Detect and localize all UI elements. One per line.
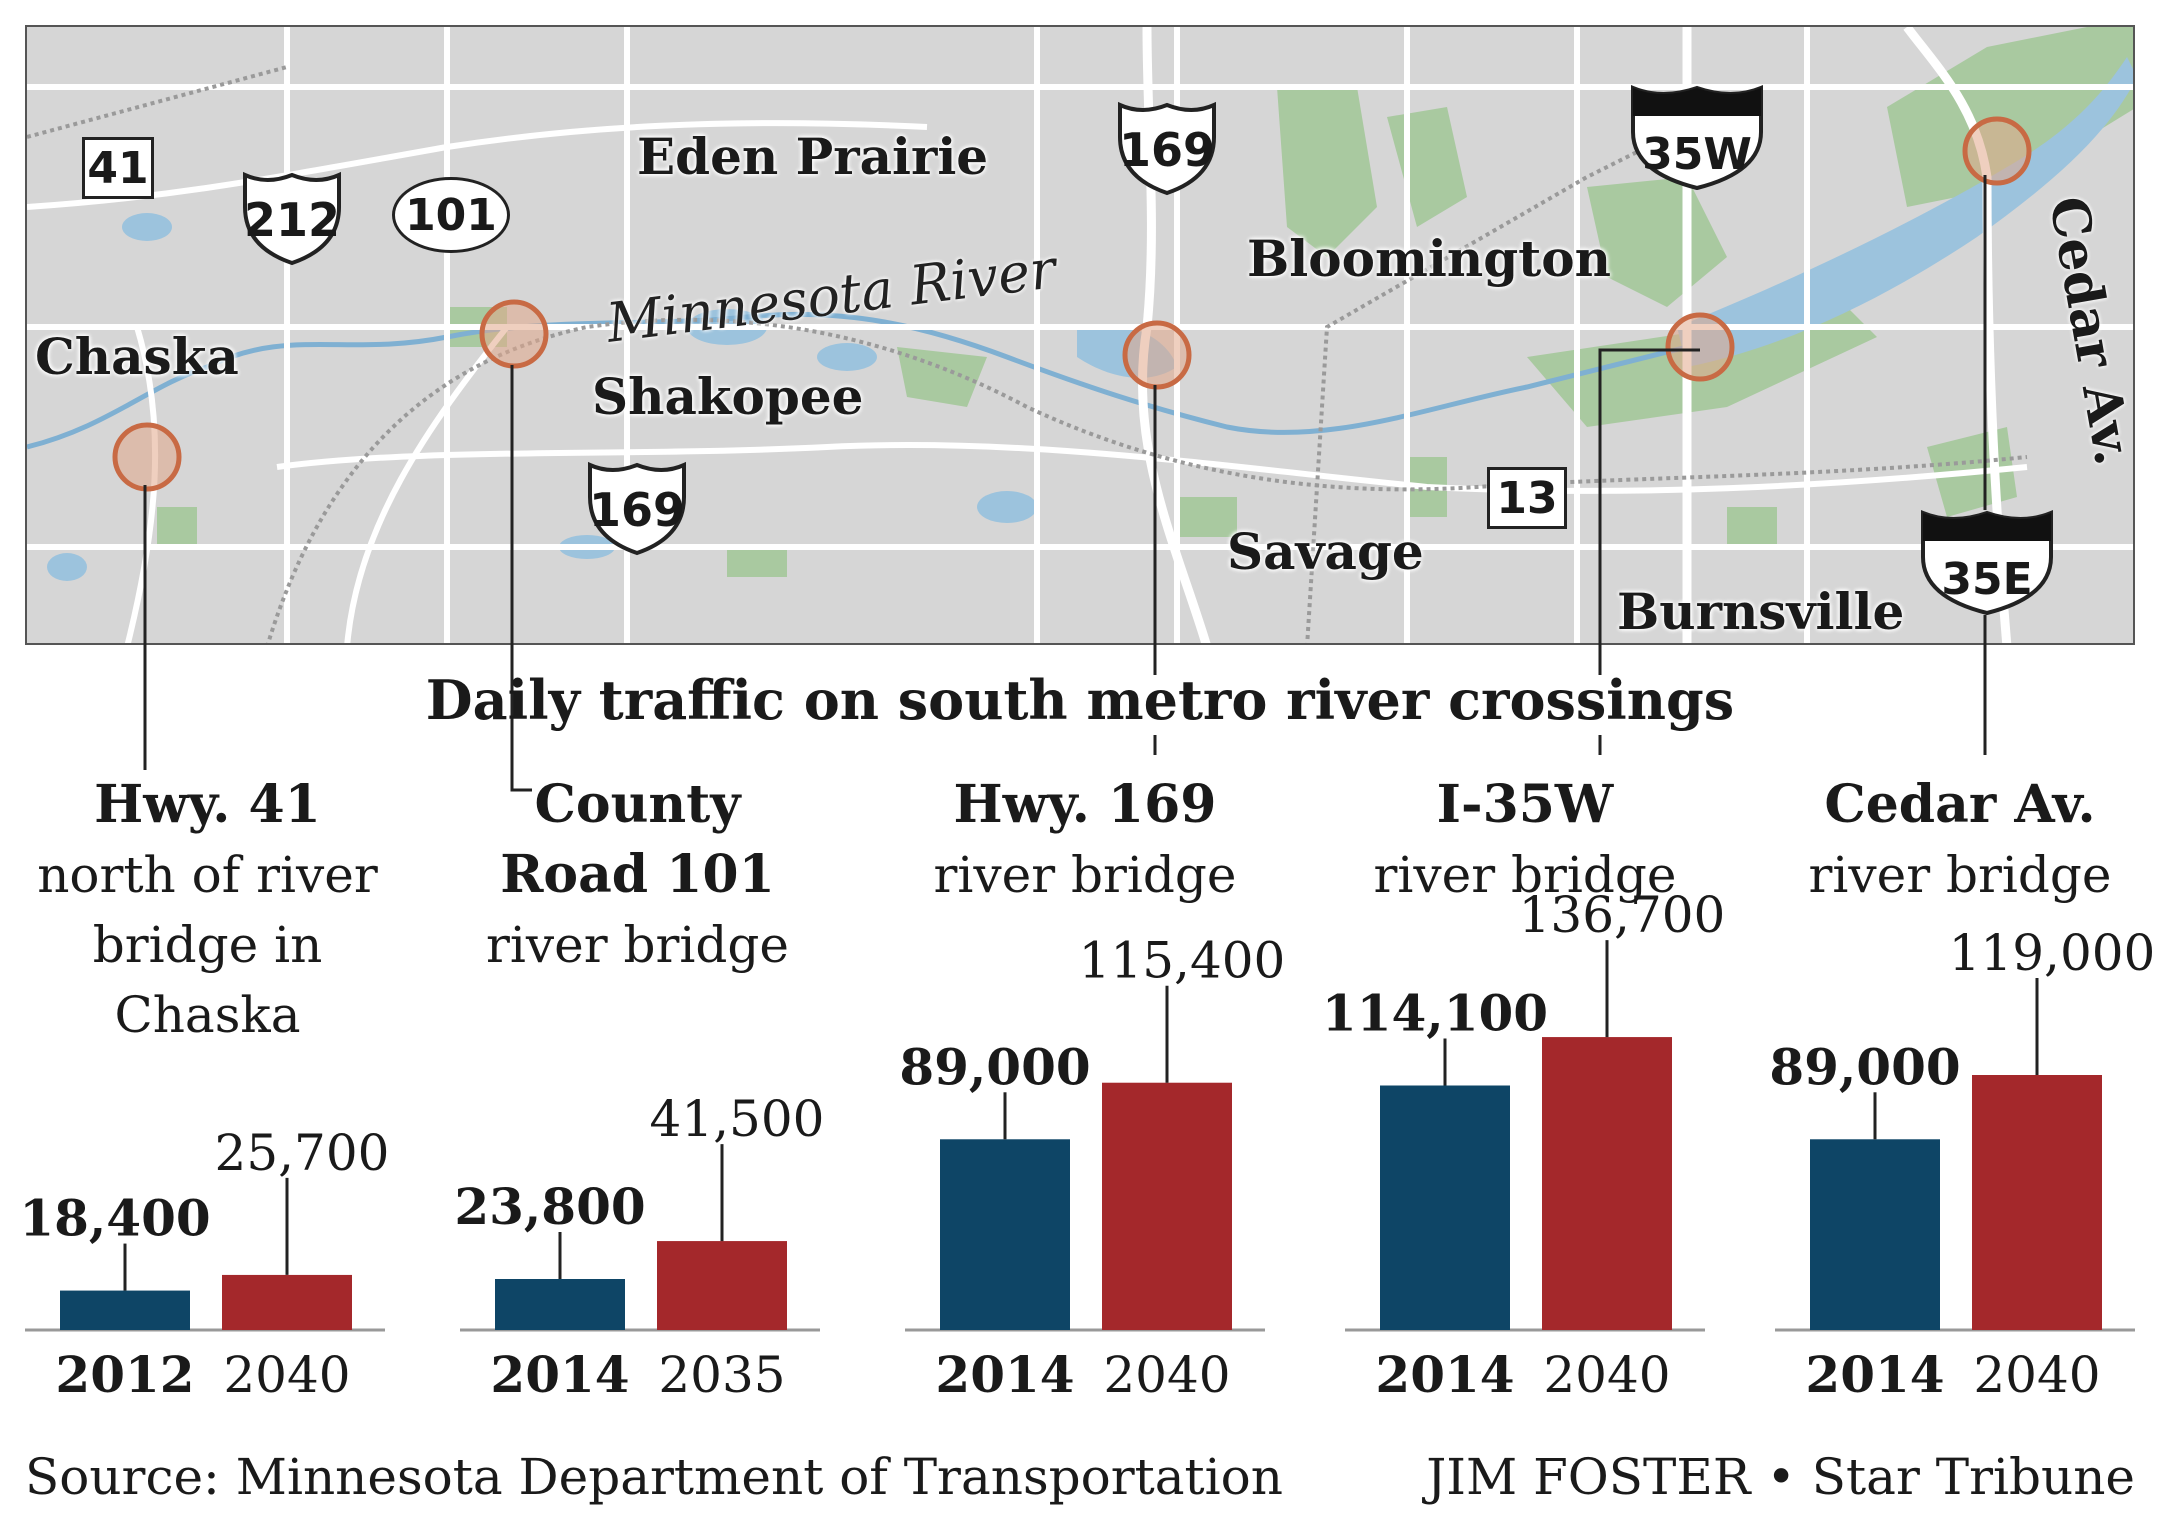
crossing-label-i35w: I-35W river bridge (1330, 770, 1720, 910)
crossing-name: County Road 101 (500, 774, 775, 905)
bar (657, 1241, 787, 1330)
marker-hwy169 (1122, 320, 1192, 390)
year-label: 2040 (1973, 1346, 2100, 1404)
value-label: 119,000 (1949, 924, 2156, 982)
crossing-desc: north of river bridge in Chaska (37, 846, 378, 1044)
year-label: 2035 (658, 1346, 785, 1404)
place-burnsville: Burnsville (1617, 582, 1905, 641)
crossing-label-hwy41: Hwy. 41 north of river bridge in Chaska (15, 770, 400, 1050)
value-label: 25,700 (215, 1124, 390, 1182)
bar (1810, 1139, 1940, 1330)
place-shakopee: Shakopee (592, 367, 864, 426)
rail-lines (27, 65, 2028, 643)
bar (1102, 1082, 1232, 1330)
credit-line: JIM FOSTER • Star Tribune (1426, 1448, 2135, 1506)
bar (1972, 1075, 2102, 1330)
hwy-13-shield: 13 (1487, 467, 1567, 529)
marker-cr101 (479, 299, 549, 369)
i-35w-shield: 35W (1627, 82, 1767, 192)
crossing-label-cr101: County Road 101 river bridge (450, 770, 825, 980)
year-label: 2014 (935, 1345, 1074, 1404)
marker-cedar (1962, 116, 2032, 186)
value-label: 18,400 (19, 1189, 210, 1248)
bar (60, 1290, 190, 1330)
leader-i35w (1598, 348, 1700, 755)
crossing-desc: river bridge (485, 916, 790, 974)
crossing-label-hwy169: Hwy. 169 river bridge (890, 770, 1280, 910)
us-212-shield: 212 (237, 167, 347, 267)
place-eden-prairie: Eden Prairie (637, 127, 989, 186)
crossing-desc: river bridge (1808, 846, 2112, 904)
marker-i35w (1665, 312, 1735, 382)
bar (1380, 1085, 1510, 1330)
year-label: 2040 (223, 1346, 350, 1404)
value-label: 114,100 (1322, 984, 1548, 1043)
crossing-name: I-35W (1436, 774, 1614, 835)
marker-hwy41 (112, 422, 182, 492)
value-label: 89,000 (899, 1037, 1090, 1096)
year-label: 2040 (1103, 1346, 1230, 1404)
year-label: 2014 (1375, 1345, 1514, 1404)
value-label: 115,400 (1079, 932, 1286, 990)
value-label: 136,700 (1519, 886, 1726, 944)
value-label: 23,800 (454, 1177, 645, 1236)
bar (222, 1274, 352, 1330)
place-chaska: Chaska (35, 327, 239, 386)
minnesota-river (27, 311, 1688, 450)
chart-title: Daily traffic on south metro river cross… (425, 668, 1735, 732)
bar (495, 1279, 625, 1330)
year-label: 2040 (1543, 1346, 1670, 1404)
place-bloomington: Bloomington (1247, 229, 1611, 288)
value-label: 89,000 (1769, 1037, 1960, 1096)
crossing-label-cedar: Cedar Av. river bridge (1765, 770, 2155, 910)
leader-cr101 (510, 365, 532, 792)
crossing-markers (112, 116, 2032, 492)
us-169-south-shield: 169 (582, 457, 692, 557)
locator-map: Eden Prairie Bloomington Chaska Shakopee… (25, 25, 2135, 645)
cr-101-shield: 101 (392, 177, 510, 253)
year-label: 2014 (1805, 1345, 1944, 1404)
source-note: Source: Minnesota Department of Transpor… (25, 1448, 1283, 1506)
bar (940, 1139, 1070, 1330)
i-35e-shield: 35E (1917, 507, 2057, 617)
bar (1542, 1037, 1672, 1330)
crossing-desc: river bridge (933, 846, 1237, 904)
crossing-name: Hwy. 41 (94, 774, 321, 835)
place-savage: Savage (1227, 522, 1424, 581)
crossing-name: Cedar Av. (1824, 774, 2096, 835)
crossing-name: Hwy. 169 (953, 774, 1217, 835)
hwy-41-shield: 41 (82, 137, 154, 199)
map-base (27, 27, 2133, 643)
value-label: 41,500 (650, 1090, 825, 1148)
year-label: 2012 (55, 1345, 194, 1404)
year-label: 2014 (490, 1345, 629, 1404)
crossing-desc: river bridge (1373, 846, 1677, 904)
us-169-north-shield: 169 (1112, 97, 1222, 197)
